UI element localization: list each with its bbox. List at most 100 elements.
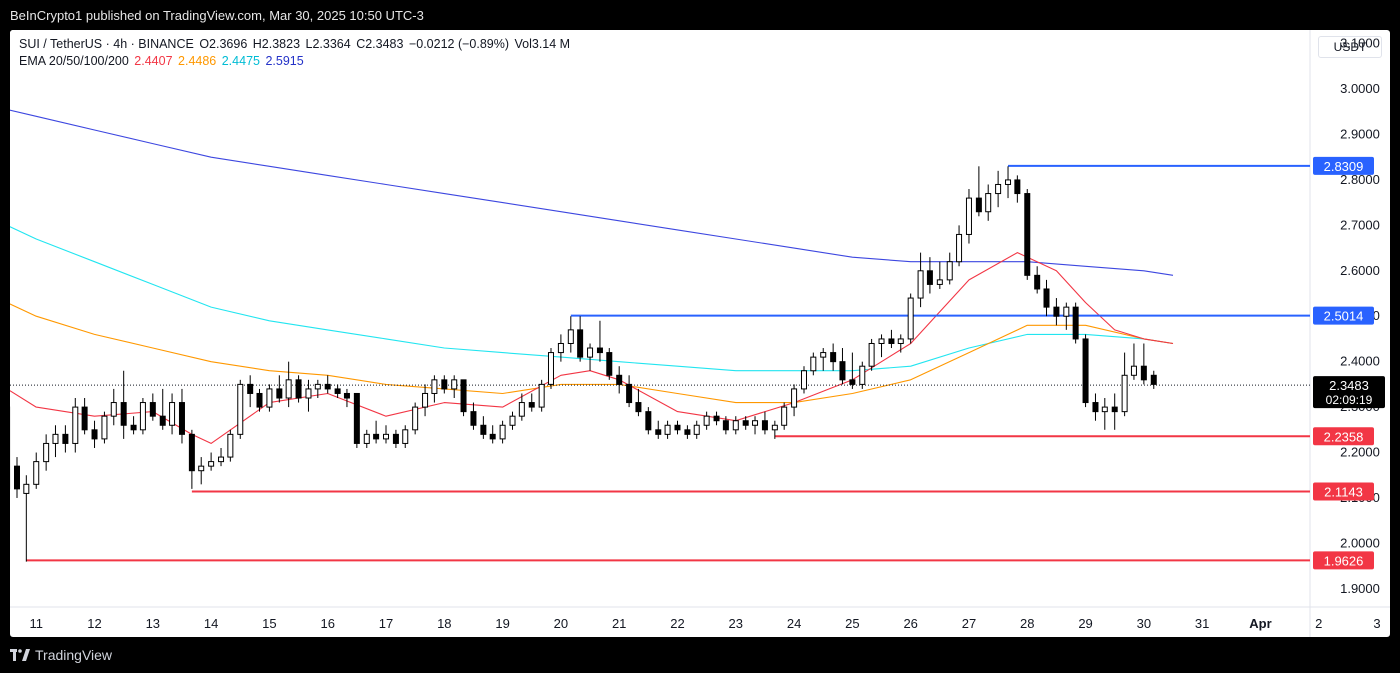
bullish-candle[interactable] xyxy=(101,415,108,440)
bearish-candle[interactable] xyxy=(62,433,69,444)
bullish-candle[interactable] xyxy=(227,433,234,458)
bullish-candle[interactable] xyxy=(422,392,429,408)
bearish-candle[interactable] xyxy=(91,429,98,440)
bearish-candle[interactable] xyxy=(178,402,185,435)
bearish-candle[interactable] xyxy=(1053,306,1060,317)
plot-area[interactable] xyxy=(10,30,1310,607)
bullish-candle[interactable] xyxy=(305,388,312,399)
bullish-candle[interactable] xyxy=(139,402,146,431)
bullish-candle[interactable] xyxy=(859,365,866,385)
price-chart[interactable]: 3.1000 3.0000 2.9000 2.8000 2.7000 2.6000 2.50… xyxy=(10,30,1390,637)
bullish-candle[interactable] xyxy=(965,197,972,235)
bearish-candle[interactable] xyxy=(480,424,487,435)
bullish-candle[interactable] xyxy=(936,279,943,285)
bullish-candle[interactable] xyxy=(169,402,176,426)
bearish-candle[interactable] xyxy=(606,352,613,376)
bullish-candle[interactable] xyxy=(868,342,875,367)
bullish-candle[interactable] xyxy=(587,347,594,358)
bearish-candle[interactable] xyxy=(684,429,691,435)
bullish-candle[interactable] xyxy=(752,420,759,426)
bullish-candle[interactable] xyxy=(995,183,1002,195)
bullish-candle[interactable] xyxy=(1101,406,1108,413)
bullish-candle[interactable] xyxy=(383,433,390,440)
bearish-candle[interactable] xyxy=(975,197,982,213)
bearish-candle[interactable] xyxy=(1092,402,1099,413)
bullish-candle[interactable] xyxy=(285,379,292,399)
bullish-candle[interactable] xyxy=(956,233,963,263)
bullish-candle[interactable] xyxy=(771,424,778,431)
bullish-candle[interactable] xyxy=(791,388,798,408)
bearish-candle[interactable] xyxy=(247,383,254,394)
bearish-candle[interactable] xyxy=(441,379,448,390)
bullish-candle[interactable] xyxy=(52,433,59,444)
bullish-candle[interactable] xyxy=(897,338,904,344)
bearish-candle[interactable] xyxy=(839,361,846,381)
bearish-candle[interactable] xyxy=(373,433,380,440)
bullish-candle[interactable] xyxy=(946,261,953,281)
bullish-candle[interactable] xyxy=(412,406,419,431)
bullish-candle[interactable] xyxy=(314,383,321,390)
bearish-candle[interactable] xyxy=(1043,288,1050,308)
currency-button[interactable]: USDT xyxy=(1318,36,1382,58)
bullish-candle[interactable] xyxy=(985,193,992,213)
bearish-candle[interactable] xyxy=(334,388,341,394)
bearish-candle[interactable] xyxy=(1082,338,1089,404)
tradingview-footer[interactable]: TradingView xyxy=(10,647,112,663)
bearish-candle[interactable] xyxy=(888,338,895,344)
bearish-candle[interactable] xyxy=(1024,193,1031,276)
bearish-candle[interactable] xyxy=(1140,365,1147,381)
bullish-candle[interactable] xyxy=(363,433,370,444)
bearish-candle[interactable] xyxy=(81,406,88,431)
bullish-candle[interactable] xyxy=(907,297,914,340)
bearish-candle[interactable] xyxy=(1111,406,1118,413)
bearish-candle[interactable] xyxy=(343,392,350,399)
bearish-candle[interactable] xyxy=(188,433,195,472)
bullish-candle[interactable] xyxy=(431,379,438,394)
bearish-candle[interactable] xyxy=(470,411,477,426)
bullish-candle[interactable] xyxy=(810,356,817,372)
bearish-candle[interactable] xyxy=(926,270,933,285)
bullish-candle[interactable] xyxy=(664,424,671,435)
bearish-candle[interactable] xyxy=(276,388,283,399)
bearish-candle[interactable] xyxy=(353,392,360,444)
bearish-candle[interactable] xyxy=(1150,374,1157,385)
bearish-candle[interactable] xyxy=(256,392,263,408)
bearish-candle[interactable] xyxy=(1014,179,1021,195)
bullish-candle[interactable] xyxy=(218,456,225,463)
bullish-candle[interactable] xyxy=(33,461,40,485)
bullish-candle[interactable] xyxy=(499,424,506,440)
bearish-candle[interactable] xyxy=(635,402,642,413)
bullish-candle[interactable] xyxy=(266,388,273,408)
bearish-candle[interactable] xyxy=(1072,306,1079,340)
bearish-candle[interactable] xyxy=(655,429,662,435)
bearish-candle[interactable] xyxy=(13,465,20,490)
bearish-candle[interactable] xyxy=(722,420,729,431)
bullish-candle[interactable] xyxy=(547,352,554,385)
bearish-candle[interactable] xyxy=(761,420,768,431)
ema-label[interactable]: EMA 20/50/100/200 xyxy=(19,54,129,68)
bearish-candle[interactable] xyxy=(1034,274,1041,290)
bullish-candle[interactable] xyxy=(208,461,215,467)
bearish-candle[interactable] xyxy=(830,352,837,363)
bearish-candle[interactable] xyxy=(324,383,331,390)
bullish-candle[interactable] xyxy=(237,383,244,435)
bullish-candle[interactable] xyxy=(402,429,409,444)
bearish-candle[interactable] xyxy=(742,420,749,426)
bullish-candle[interactable] xyxy=(1063,306,1070,317)
bullish-candle[interactable] xyxy=(1121,374,1128,413)
bullish-candle[interactable] xyxy=(781,406,788,426)
bullish-candle[interactable] xyxy=(23,483,30,494)
symbol-label[interactable]: SUI / TetherUS · 4h · BINANCE xyxy=(19,37,194,51)
bullish-candle[interactable] xyxy=(110,402,117,417)
bullish-candle[interactable] xyxy=(518,402,525,417)
bearish-candle[interactable] xyxy=(713,415,720,422)
bearish-candle[interactable] xyxy=(596,347,603,354)
bearish-candle[interactable] xyxy=(392,433,399,444)
bullish-candle[interactable] xyxy=(878,338,885,344)
bearish-candle[interactable] xyxy=(120,402,127,426)
bullish-candle[interactable] xyxy=(800,370,807,390)
bearish-candle[interactable] xyxy=(645,411,652,431)
bullish-candle[interactable] xyxy=(567,329,574,344)
bearish-candle[interactable] xyxy=(577,329,584,358)
bullish-candle[interactable] xyxy=(732,420,739,431)
